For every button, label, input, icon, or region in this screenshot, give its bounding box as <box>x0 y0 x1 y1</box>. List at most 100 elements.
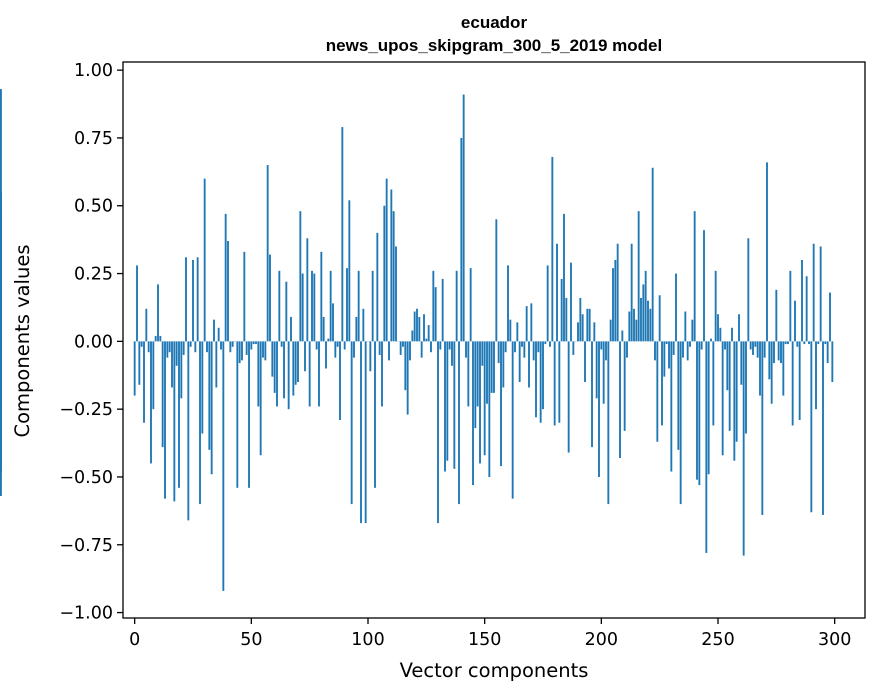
bar-147 <box>476 341 479 407</box>
bar-276 <box>777 341 780 361</box>
bar-217 <box>640 297 642 342</box>
bar-287 <box>803 341 806 345</box>
bar-64 <box>283 341 285 399</box>
bar-107 <box>383 205 386 342</box>
bar-115 <box>402 341 404 347</box>
bar-55 <box>262 341 264 358</box>
plot-frame <box>122 61 866 619</box>
bar-191 <box>579 297 582 342</box>
bar-199 <box>598 341 600 477</box>
bar-237 <box>686 341 689 361</box>
bar-184 <box>563 213 565 342</box>
bar-114 <box>399 341 402 355</box>
bar-19 <box>178 341 180 488</box>
bar-85 <box>332 303 334 342</box>
bar-256 <box>731 327 733 342</box>
bar-254 <box>726 341 729 391</box>
bar-108 <box>385 178 388 342</box>
bar-57 <box>266 165 269 342</box>
bar-240 <box>693 211 696 342</box>
bar-50 <box>250 341 253 350</box>
bar-145 <box>472 341 474 486</box>
bar-119 <box>411 330 414 342</box>
bar-292 <box>815 341 817 410</box>
bar-208 <box>619 341 621 458</box>
bar-141 <box>462 94 465 342</box>
bar-89 <box>341 127 344 342</box>
bar-299 <box>831 341 834 383</box>
bar-157 <box>500 341 502 467</box>
bar-117 <box>406 341 409 415</box>
bar-219 <box>644 270 647 342</box>
bar-66 <box>287 341 290 410</box>
bar-106 <box>381 341 383 407</box>
bar-93 <box>350 341 353 505</box>
bar-13 <box>164 341 166 499</box>
bar-105 <box>378 341 381 355</box>
bar-227 <box>663 341 666 377</box>
bar-98 <box>362 308 365 342</box>
bar-2 <box>138 341 141 385</box>
bar-undefined <box>0 89 2 342</box>
bar-121 <box>416 308 418 342</box>
bar-233 <box>677 341 680 450</box>
bar-59 <box>271 341 274 377</box>
bar-244 <box>703 230 705 342</box>
x-tick-label: 300 <box>818 630 851 650</box>
bar-179 <box>551 156 554 342</box>
bar-10 <box>157 284 159 342</box>
bar-25 <box>192 259 194 342</box>
y-axis-ticks: 1.00 0.75 0.50 0.25 0.00 −0.25 −0.50 −0.75 −1.00 <box>59 61 123 624</box>
bar-18 <box>175 341 178 366</box>
bar-161 <box>509 319 512 342</box>
bar-69 <box>294 341 297 385</box>
bar-238 <box>689 341 691 347</box>
bar-197 <box>593 322 596 342</box>
bar-252 <box>721 341 724 456</box>
bar-221 <box>649 308 652 342</box>
bar-224 <box>656 341 659 442</box>
bar-295 <box>822 341 824 515</box>
bar-168 <box>525 306 528 342</box>
bar-22 <box>185 257 187 342</box>
bar-70 <box>297 341 299 383</box>
bar-250 <box>717 314 719 342</box>
bar-216 <box>637 211 640 342</box>
bar-169 <box>528 341 530 388</box>
bar-129 <box>434 287 437 342</box>
bar-158 <box>502 341 505 388</box>
bar-53 <box>257 341 260 407</box>
bar-231 <box>672 341 675 355</box>
bar-48 <box>245 341 248 355</box>
bar-229 <box>668 341 670 369</box>
bar-127 <box>430 341 432 353</box>
y-tick-label: 0.75 <box>74 129 113 149</box>
bar-203 <box>607 341 610 505</box>
bar-56 <box>264 341 267 361</box>
bar-215 <box>635 319 638 342</box>
x-tick-label: 100 <box>351 630 384 650</box>
bar-42 <box>231 341 234 347</box>
bar-297 <box>826 341 829 364</box>
bar-124 <box>423 314 425 342</box>
bar-283 <box>794 300 796 342</box>
bar-8 <box>152 341 155 410</box>
y-tick-label: 0.00 <box>74 332 113 352</box>
bar-68 <box>292 341 295 396</box>
bar-186 <box>567 341 570 453</box>
bar-34 <box>213 319 215 342</box>
bar-275 <box>775 289 778 342</box>
bar-290 <box>810 341 813 513</box>
x-tick-label: 200 <box>585 630 618 650</box>
bar-155 <box>495 219 498 342</box>
bar-234 <box>679 341 682 505</box>
bar-78 <box>315 341 318 350</box>
bar-81 <box>322 316 325 342</box>
x-tick-label: 150 <box>468 630 501 650</box>
bar-92 <box>348 200 351 342</box>
bar-148 <box>479 341 481 464</box>
bar-266 <box>754 341 757 347</box>
bar-144 <box>469 268 472 342</box>
bar-91 <box>346 268 348 342</box>
bar-271 <box>766 162 768 342</box>
